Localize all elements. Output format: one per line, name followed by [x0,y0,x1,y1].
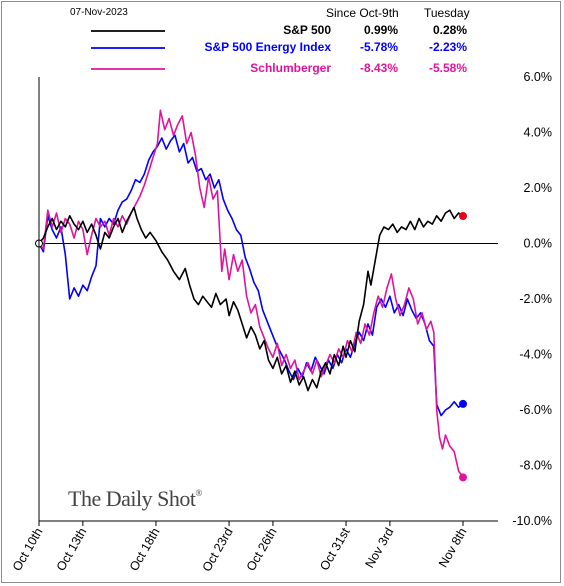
legend-since-value: -8.43% [359,61,398,75]
legend-tuesday-value: -2.23% [428,40,467,54]
header-date: 07-Nov-2023 [70,7,128,18]
end-marker-2 [459,473,467,482]
y-tick-label: -4.0% [519,348,552,362]
registered-mark: ® [195,488,202,498]
x-tick-label: Nov 8th [436,525,470,569]
series-line-2 [38,109,464,478]
header-since-column: Since Oct-9th [326,6,399,20]
x-tick-label: Oct 23rd [200,525,236,574]
x-tick-label: Nov 3rd [362,525,396,570]
legend-since-value: -5.78% [359,40,398,54]
end-marker-1 [459,399,467,408]
series-line-1 [38,134,464,417]
end-marker-0 [459,212,467,221]
legend-label: S&P 500 Energy Index [204,40,331,54]
series-line-0 [38,206,464,392]
x-tick-label: Oct 13th [54,525,90,573]
x-tick-label: Oct 18th [127,525,163,573]
x-tick-label: Oct 31st [317,525,353,573]
y-tick-label: 6.0% [524,70,553,84]
legend-label: Schlumberger [250,61,331,75]
y-tick-label: 0.0% [524,237,553,251]
x-tick-label: Oct 26th [244,525,280,573]
y-tick-label: -6.0% [519,403,552,417]
y-tick-label: 2.0% [524,181,553,195]
y-tick-label: -8.0% [519,459,552,473]
legend-since-value: 0.99% [363,23,398,37]
x-tick-label: Oct 10th [10,525,46,573]
y-tick-label: 4.0% [524,126,553,140]
header-tuesday-column: Tuesday [424,6,470,20]
y-tick-label: -2.0% [519,292,552,306]
legend-tuesday-value: 0.28% [432,23,467,37]
watermark-logo: The Daily Shot® [68,486,202,512]
legend-label: S&P 500 [283,23,331,37]
y-tick-label: -10.0% [512,514,552,528]
watermark-text: The Daily Shot [68,486,196,511]
legend-tuesday-value: -5.58% [428,61,467,75]
